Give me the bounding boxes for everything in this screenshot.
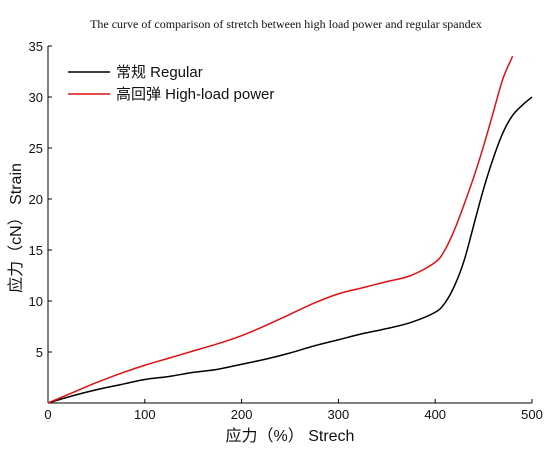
chart-title: The curve of comparison of stretch betwe… (90, 17, 482, 31)
series-layer (47, 55, 533, 404)
y-tick-label: 10 (29, 294, 43, 309)
series-line-regular (47, 96, 533, 404)
axes: 0 100 200 300 400 500 5 10 15 20 25 30 35 (29, 39, 543, 422)
legend-label: 高回弹 High-load power (116, 86, 274, 103)
y-tick-label: 5 (36, 345, 43, 360)
x-axis-label: 应力（%） Strech (226, 426, 355, 445)
y-axis-label: 应力（cN） Strain (6, 163, 25, 293)
x-tick-label: 200 (231, 407, 253, 422)
x-tick-label: 300 (328, 407, 350, 422)
y-tick-label: 35 (29, 39, 43, 54)
x-tick-label: 100 (134, 407, 156, 422)
y-tick-label: 25 (29, 141, 43, 156)
legend-label: 常规 Regular (116, 64, 203, 81)
y-tick-label: 30 (29, 90, 43, 105)
x-tick-label: 500 (521, 407, 543, 422)
x-tick-label: 0 (44, 407, 51, 422)
x-tick-label: 400 (424, 407, 446, 422)
legend: 常规 Regular 高回弹 High-load power (68, 64, 274, 103)
y-tick-label: 15 (29, 243, 43, 258)
y-tick-label: 20 (29, 192, 43, 207)
series-line-high-load-power (47, 55, 514, 404)
